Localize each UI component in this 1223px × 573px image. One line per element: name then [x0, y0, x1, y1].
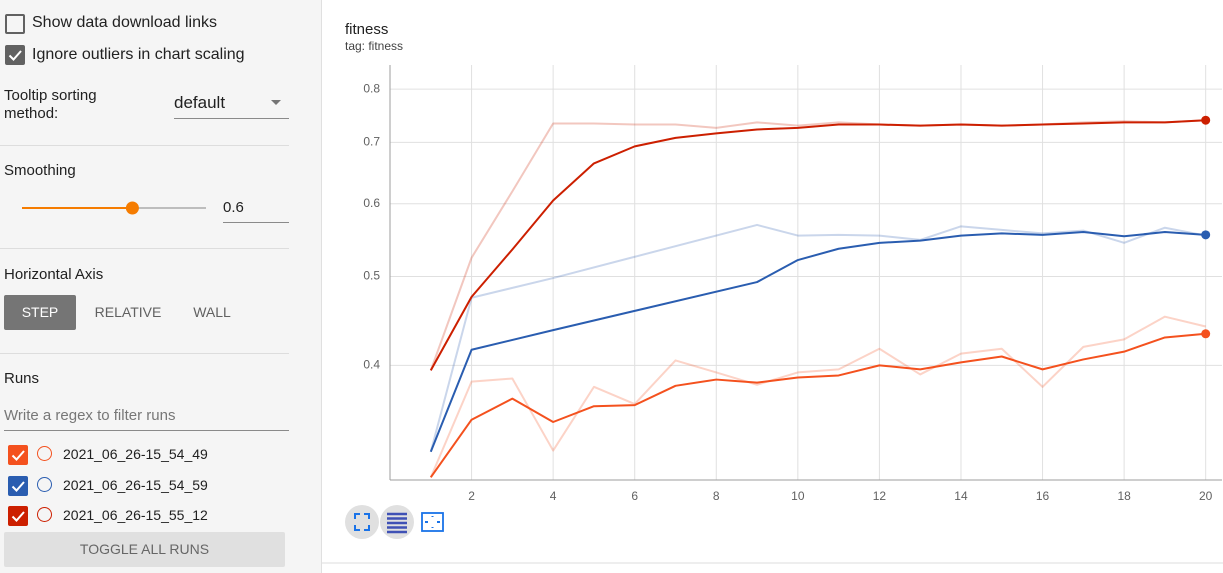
sidebar: Show data download links Ignore outliers…	[0, 0, 322, 573]
run-name: 2021_06_26-15_54_49	[63, 446, 208, 462]
axis-option[interactable]: STEP	[4, 295, 76, 330]
run-checkbox[interactable]	[8, 475, 28, 496]
slider	[22, 201, 206, 215]
x-tick-label: 20	[1199, 489, 1213, 503]
y-tick-label: 0.6	[363, 196, 380, 210]
raw-line	[429, 119, 1206, 371]
run-checkbox[interactable]	[8, 506, 28, 526]
end-point	[1201, 329, 1211, 339]
icon-bg	[345, 505, 379, 539]
y-tick-label: 0.5	[363, 269, 380, 283]
y-tick-label: 0.7	[363, 135, 380, 149]
x-tick-label: 12	[873, 489, 887, 503]
x-tick-label: 8	[713, 489, 720, 503]
checkbox[interactable]	[5, 14, 25, 34]
smoothed-line	[429, 230, 1206, 453]
chart-title: fitness	[345, 21, 388, 38]
y-tick-label: 0.8	[363, 81, 380, 95]
underline	[223, 222, 289, 223]
raw-line	[429, 315, 1206, 478]
underline	[4, 430, 289, 431]
slider-knob[interactable]	[125, 201, 139, 215]
run-name: 2021_06_26-15_54_59	[63, 476, 208, 493]
section-label: Runs	[4, 370, 40, 387]
run-checkbox[interactable]	[8, 445, 28, 465]
y-tick-label: 0.4	[363, 358, 380, 372]
divider	[0, 248, 289, 249]
end-point	[1201, 115, 1211, 125]
fullscreen-icon[interactable]	[354, 513, 370, 531]
run-name: 2021_06_26-15_55_12	[63, 507, 208, 523]
dropdown-arrow	[271, 100, 281, 105]
axis-option[interactable]: RELATIVE	[94, 304, 162, 320]
run-color-circle	[37, 476, 52, 492]
divider	[0, 353, 289, 354]
smoothed-line	[429, 119, 1206, 371]
check-mark	[11, 511, 25, 522]
end-point	[1201, 230, 1211, 240]
data-icon[interactable]	[387, 512, 407, 534]
smoothing-input[interactable]: 0.6	[223, 199, 244, 216]
toggle-button[interactable]: TOGGLE ALL RUNS	[4, 532, 285, 567]
run-color-circle	[37, 446, 52, 461]
check-mark	[11, 480, 25, 492]
chart: fitness tag: fitness 0.4 0.5 0.6 0.7 0.8 2 4 6 8…	[322, 21, 1223, 564]
chart-subtitle: tag: fitness	[345, 39, 403, 53]
x-tick-label: 14	[954, 489, 968, 503]
chart-toolbar	[345, 505, 444, 539]
filter-input[interactable]: Write a regex to filter runs	[4, 407, 176, 424]
section-label: Horizontal Axis	[4, 266, 104, 283]
x-tick-label: 6	[631, 489, 638, 503]
divider	[0, 145, 289, 146]
x-tick-label: 4	[550, 489, 557, 503]
fit-icon[interactable]	[421, 512, 444, 532]
axis-option[interactable]: WALL	[193, 304, 231, 320]
run-color-circle	[37, 507, 52, 522]
underline	[174, 118, 289, 119]
section-label: Smoothing	[4, 162, 76, 179]
dropdown-value[interactable]: default	[174, 93, 226, 112]
checkbox-label: Show data download links	[32, 14, 218, 31]
smoothed-line	[429, 332, 1206, 478]
fit-icon-inner	[425, 516, 440, 528]
checkbox[interactable]	[5, 45, 25, 65]
x-tick-label: 10	[791, 489, 805, 503]
x-tick-label: 18	[1117, 489, 1131, 503]
check-mark	[8, 50, 22, 61]
x-tick-label: 16	[1036, 489, 1050, 503]
check-mark	[11, 450, 25, 461]
checkbox-label: Ignore outliers in chart scaling	[32, 46, 245, 63]
x-tick-label: 2	[468, 489, 475, 503]
dropdown-label: Tooltip sorting method:	[4, 87, 97, 122]
